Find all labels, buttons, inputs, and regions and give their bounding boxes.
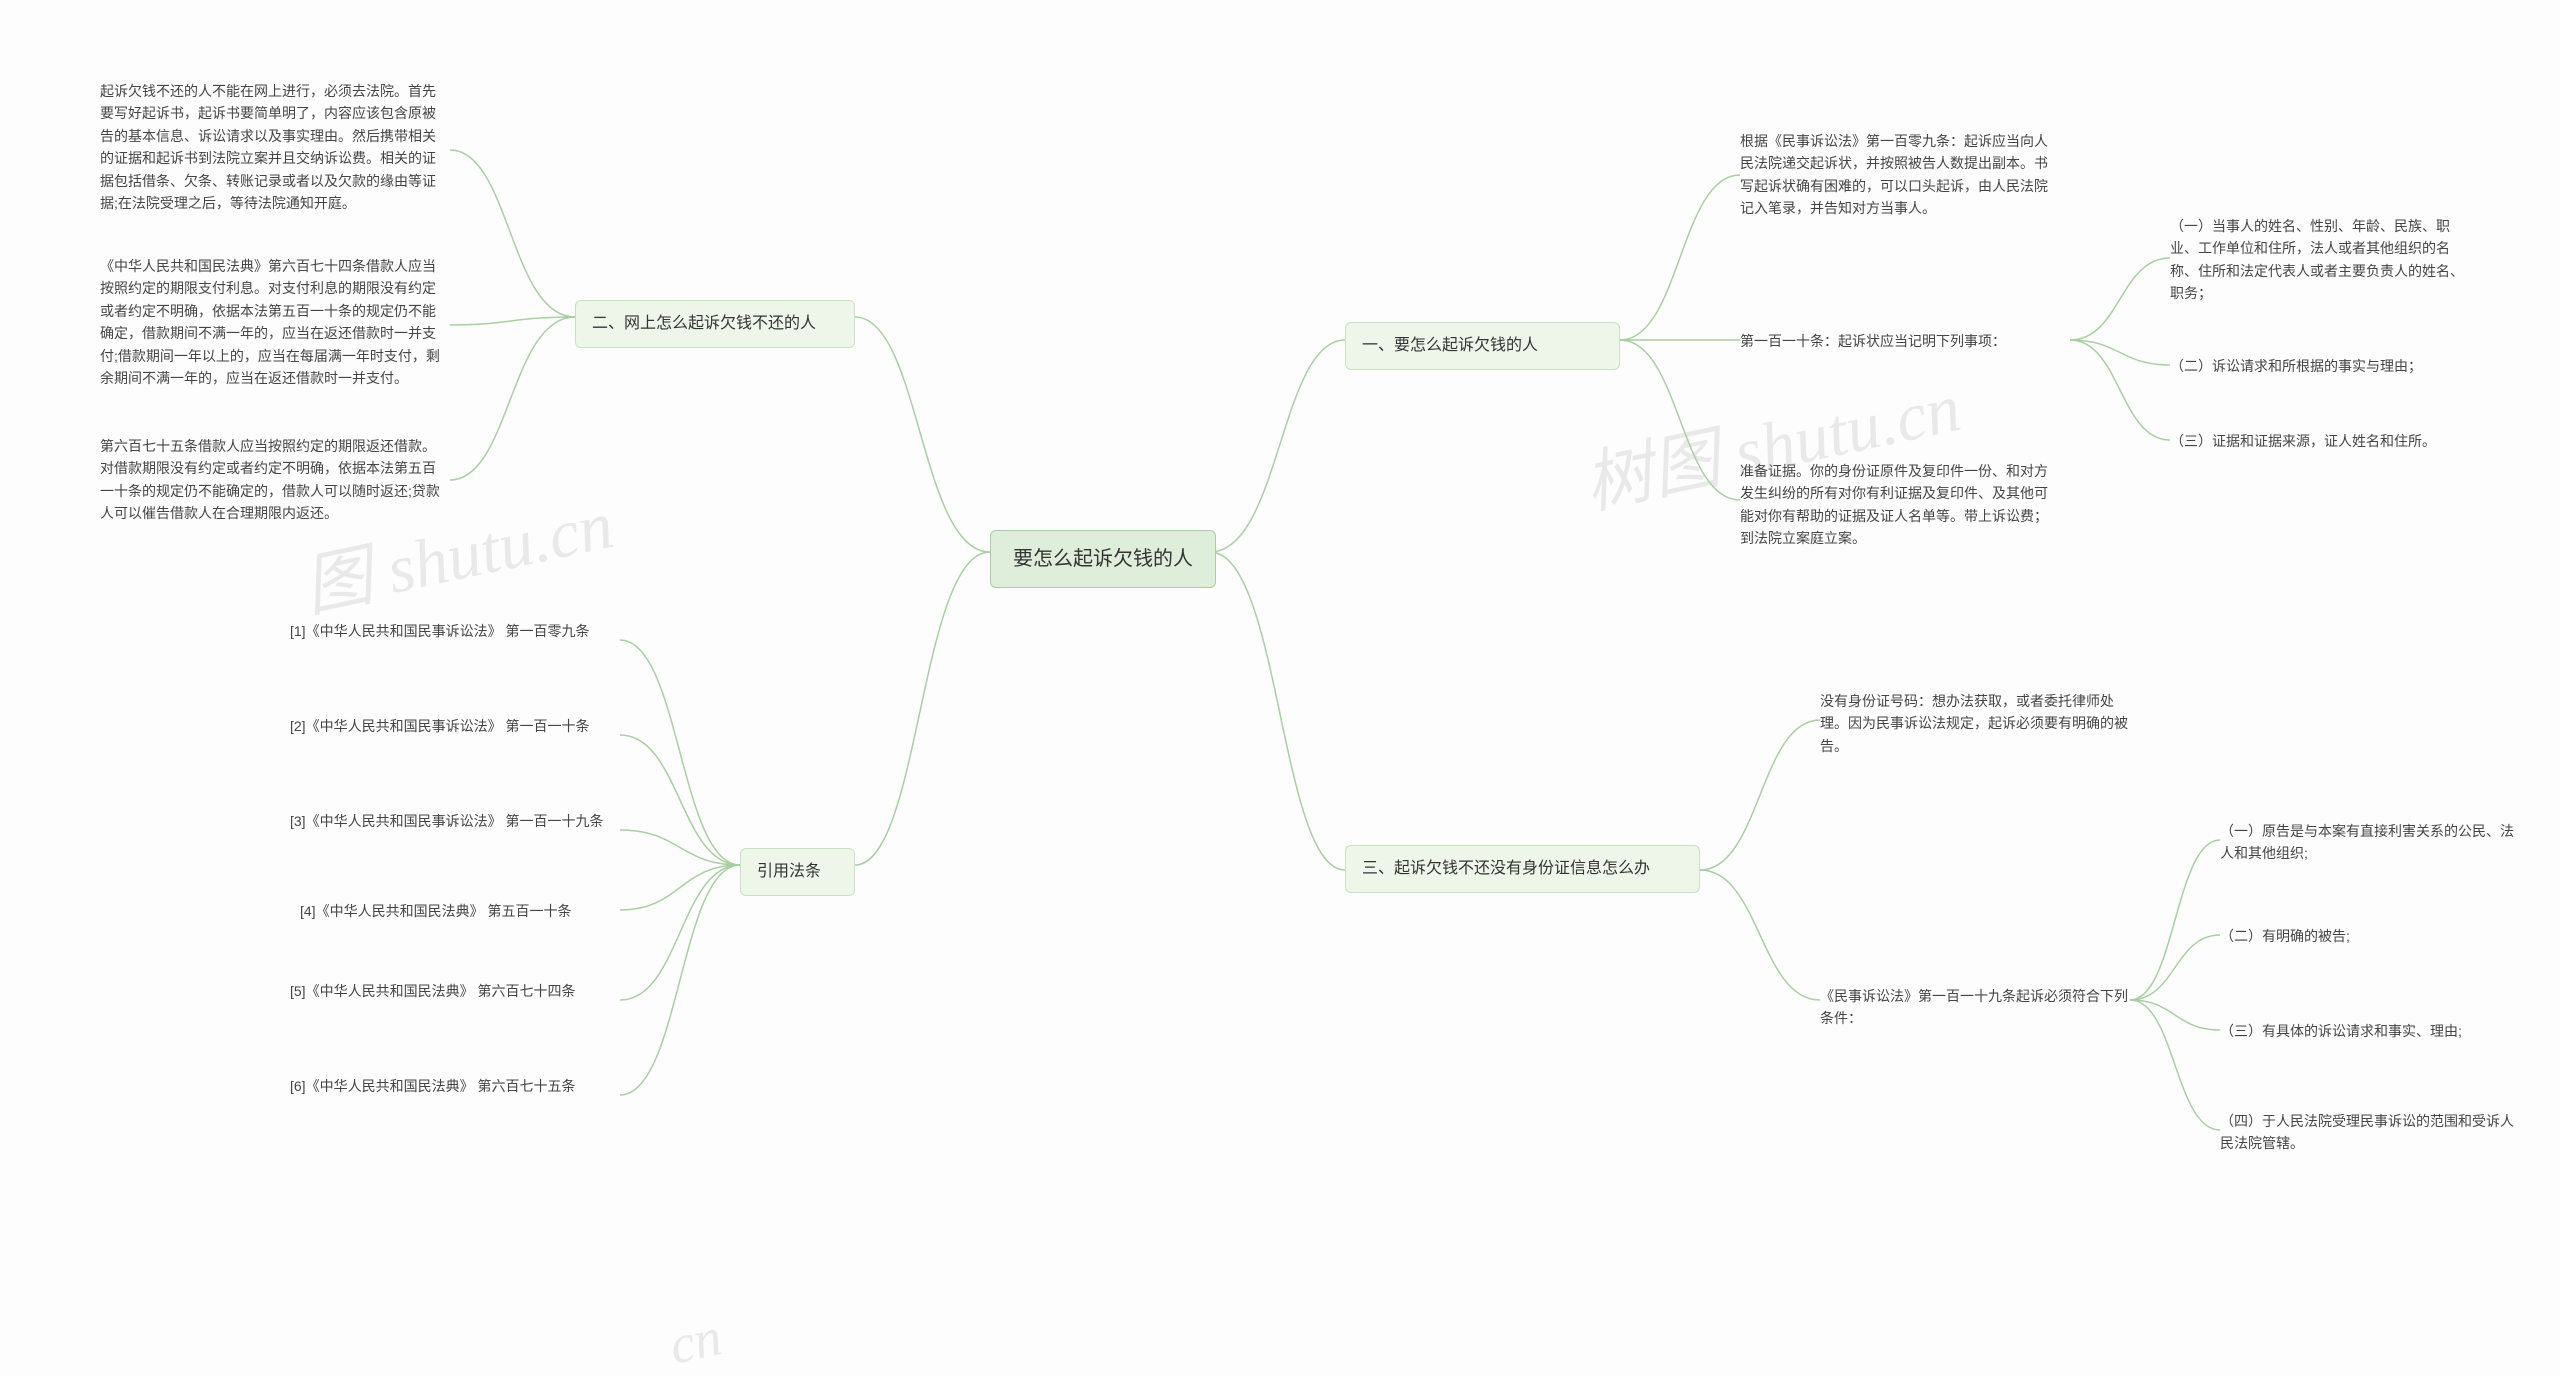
leaf-b4-n5: [5]《中华人民共和国民法典》 第六百七十四条 (290, 980, 620, 1002)
leaf-b3-n1: 没有身份证号码：想办法获取，或者委托律师处理。因为民事诉讼法规定，起诉必须要有明… (1820, 690, 2140, 757)
leaf-b1-n2a: （一）当事人的姓名、性别、年龄、民族、职业、工作单位和住所，法人或者其他组织的名… (2170, 215, 2470, 305)
leaf-b1-n2b: （二）诉讼请求和所根据的事实与理由； (2170, 355, 2470, 377)
leaf-b4-n2: [2]《中华人民共和国民事诉讼法》 第一百一十条 (290, 715, 620, 737)
leaf-b4-n6: [6]《中华人民共和国民法典》 第六百七十五条 (290, 1075, 620, 1097)
leaf-b3-n2b: （二）有明确的被告; (2220, 925, 2520, 947)
leaf-b4-n4: [4]《中华人民共和国民法典》 第五百一十条 (300, 900, 630, 922)
leaf-b3-n2a: （一）原告是与本案有直接利害关系的公民、法人和其他组织; (2220, 820, 2520, 865)
leaf-b1-n1: 根据《民事诉讼法》第一百零九条：起诉应当向人民法院递交起诉状，并按照被告人数提出… (1740, 130, 2060, 220)
leaf-b3-n2: 《民事诉讼法》第一百一十九条起诉必须符合下列条件： (1820, 985, 2130, 1030)
leaf-b4-n1: [1]《中华人民共和国民事诉讼法》 第一百零九条 (290, 620, 620, 642)
leaf-b2-n3: 第六百七十五条借款人应当按照约定的期限返还借款。对借款期限没有约定或者约定不明确… (100, 435, 440, 525)
leaf-b1-n2: 第一百一十条：起诉状应当记明下列事项： (1740, 330, 2070, 352)
branch-online-sue[interactable]: 二、网上怎么起诉欠钱不还的人 (575, 300, 855, 348)
leaf-b2-n1: 起诉欠钱不还的人不能在网上进行，必须去法院。首先要写好起诉书，起诉书要简单明了，… (100, 80, 440, 214)
leaf-b3-n2d: （四）于人民法院受理民事诉讼的范围和受诉人民法院管辖。 (2220, 1110, 2520, 1155)
branch-citations[interactable]: 引用法条 (740, 848, 855, 896)
leaf-b3-n2c: （三）有具体的诉讼请求和事实、理由; (2220, 1020, 2520, 1042)
leaf-b4-n3: [3]《中华人民共和国民事诉讼法》 第一百一十九条 (290, 810, 620, 832)
leaf-b2-n2: 《中华人民共和国民法典》第六百七十四条借款人应当按照约定的期限支付利息。对支付利… (100, 255, 440, 389)
root-node[interactable]: 要怎么起诉欠钱的人 (990, 530, 1216, 588)
branch-no-id[interactable]: 三、起诉欠钱不还没有身份证信息怎么办 (1345, 845, 1700, 893)
branch-how-to-sue[interactable]: 一、要怎么起诉欠钱的人 (1345, 322, 1620, 370)
leaf-b1-n3: 准备证据。你的身份证原件及复印件一份、和对方发生纠纷的所有对你有利证据及复印件、… (1740, 460, 2060, 550)
leaf-b1-n2c: （三）证据和证据来源，证人姓名和住所。 (2170, 430, 2470, 452)
watermark: cn (664, 1305, 727, 1376)
